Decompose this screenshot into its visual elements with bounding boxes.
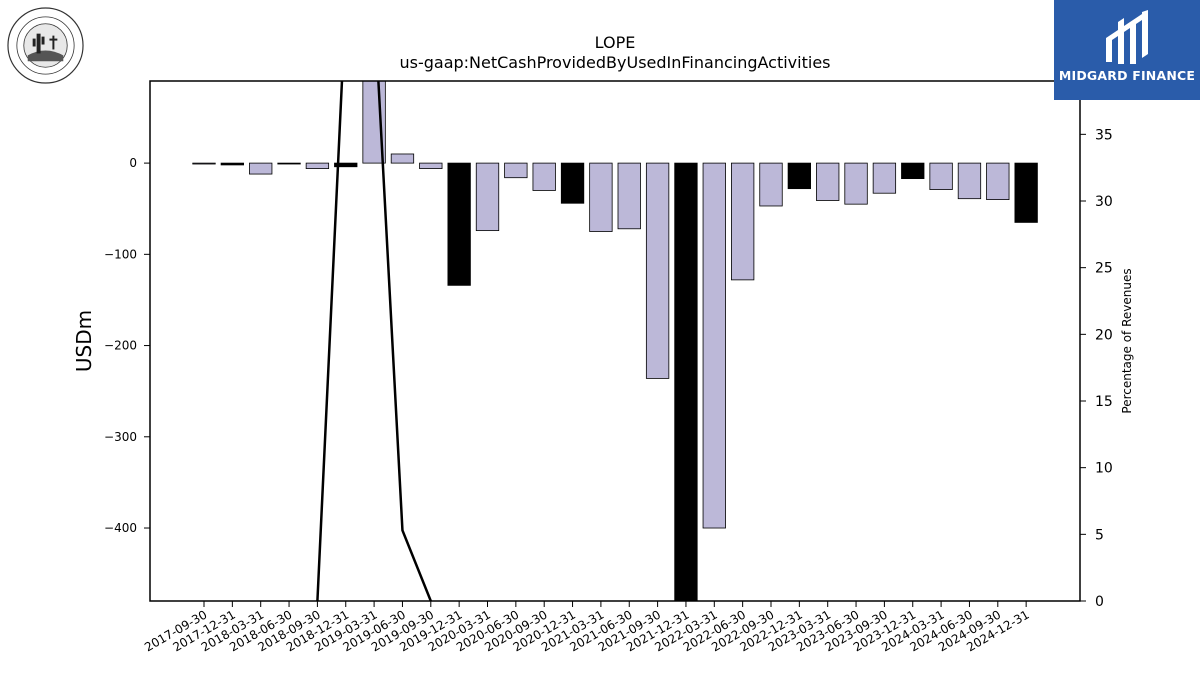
bar-2019-06-30 [390,153,415,164]
line-series [316,81,432,601]
plot-frame [149,80,1081,602]
bar-2020-12-31 [560,162,585,204]
y-tick-label-right: 35 [1095,127,1113,143]
y-tick-label-right: 15 [1095,394,1113,410]
percentage-line [316,81,432,601]
chart-subtitle: us-gaap:NetCashProvidedByUsedInFinancing… [399,53,830,72]
bar-2021-03-31 [589,162,613,232]
bar-2017-12-31 [220,162,245,166]
bar-2021-06-30 [617,162,641,230]
bar-2023-03-31 [816,162,840,201]
university-seal-logo [7,7,84,84]
y-tick-label-right: 20 [1095,327,1113,343]
y-tick-label-left: 0 [129,156,137,170]
y-tick-label-left: −400 [104,521,137,535]
x-axis: 2017-09-302017-12-312018-03-312018-06-30… [142,601,1032,654]
bar-series [192,81,1038,601]
midgard-mark-icon [1106,10,1148,64]
bar-2024-06-30 [957,162,982,200]
bar-2022-09-30 [759,162,783,207]
bar-2020-06-30 [504,162,528,179]
bar-2019-12-31 [447,162,471,286]
y-tick-label-right: 10 [1095,461,1113,477]
y-tick-label-right: 25 [1095,261,1113,277]
bar-2018-03-31 [249,162,273,175]
bar-2024-09-30 [986,162,1010,200]
y-tick-label-left: −300 [104,430,137,444]
y-axis-left: 0 −100 −200 −300 −400 [104,156,150,535]
y-tick-label-right: 0 [1095,594,1104,610]
bar-2021-09-30 [645,162,670,379]
bar-2018-12-31 [334,162,358,168]
bar-2020-03-31 [475,162,500,232]
bar-2021-12-31 [674,162,698,601]
y-axis-label-right: Percentage of Revenues [1120,268,1134,413]
y-axis-right: 0 5 10 15 20 25 30 35 [1080,127,1113,610]
y-tick-label-left: −200 [104,339,137,353]
y-tick-label-right: 30 [1095,194,1113,210]
bar-2020-09-30 [532,162,556,191]
bar-2024-12-31 [1014,162,1038,223]
bar-2018-06-30 [277,162,301,165]
bar-2018-09-30 [305,162,330,169]
chart-title: LOPE [595,33,636,52]
bar-2022-06-30 [731,162,755,281]
bar-2023-06-30 [844,162,868,205]
bar-2019-09-30 [419,162,443,169]
bar-2022-12-31 [787,162,811,190]
midgard-finance-logo: MIDGARD FINANCE [1054,0,1200,100]
bar-2022-03-31 [702,162,726,529]
y-tick-label-right: 5 [1095,527,1104,543]
bar-2024-03-31 [929,162,953,190]
bar-2017-09-30 [192,162,216,165]
logo-brand-text: MIDGARD FINANCE [1058,68,1196,83]
y-tick-label-left: −100 [104,247,137,261]
y-axis-label-left: USDm [72,310,96,372]
bar-2023-12-31 [901,162,925,180]
bar-2023-09-30 [872,162,897,194]
